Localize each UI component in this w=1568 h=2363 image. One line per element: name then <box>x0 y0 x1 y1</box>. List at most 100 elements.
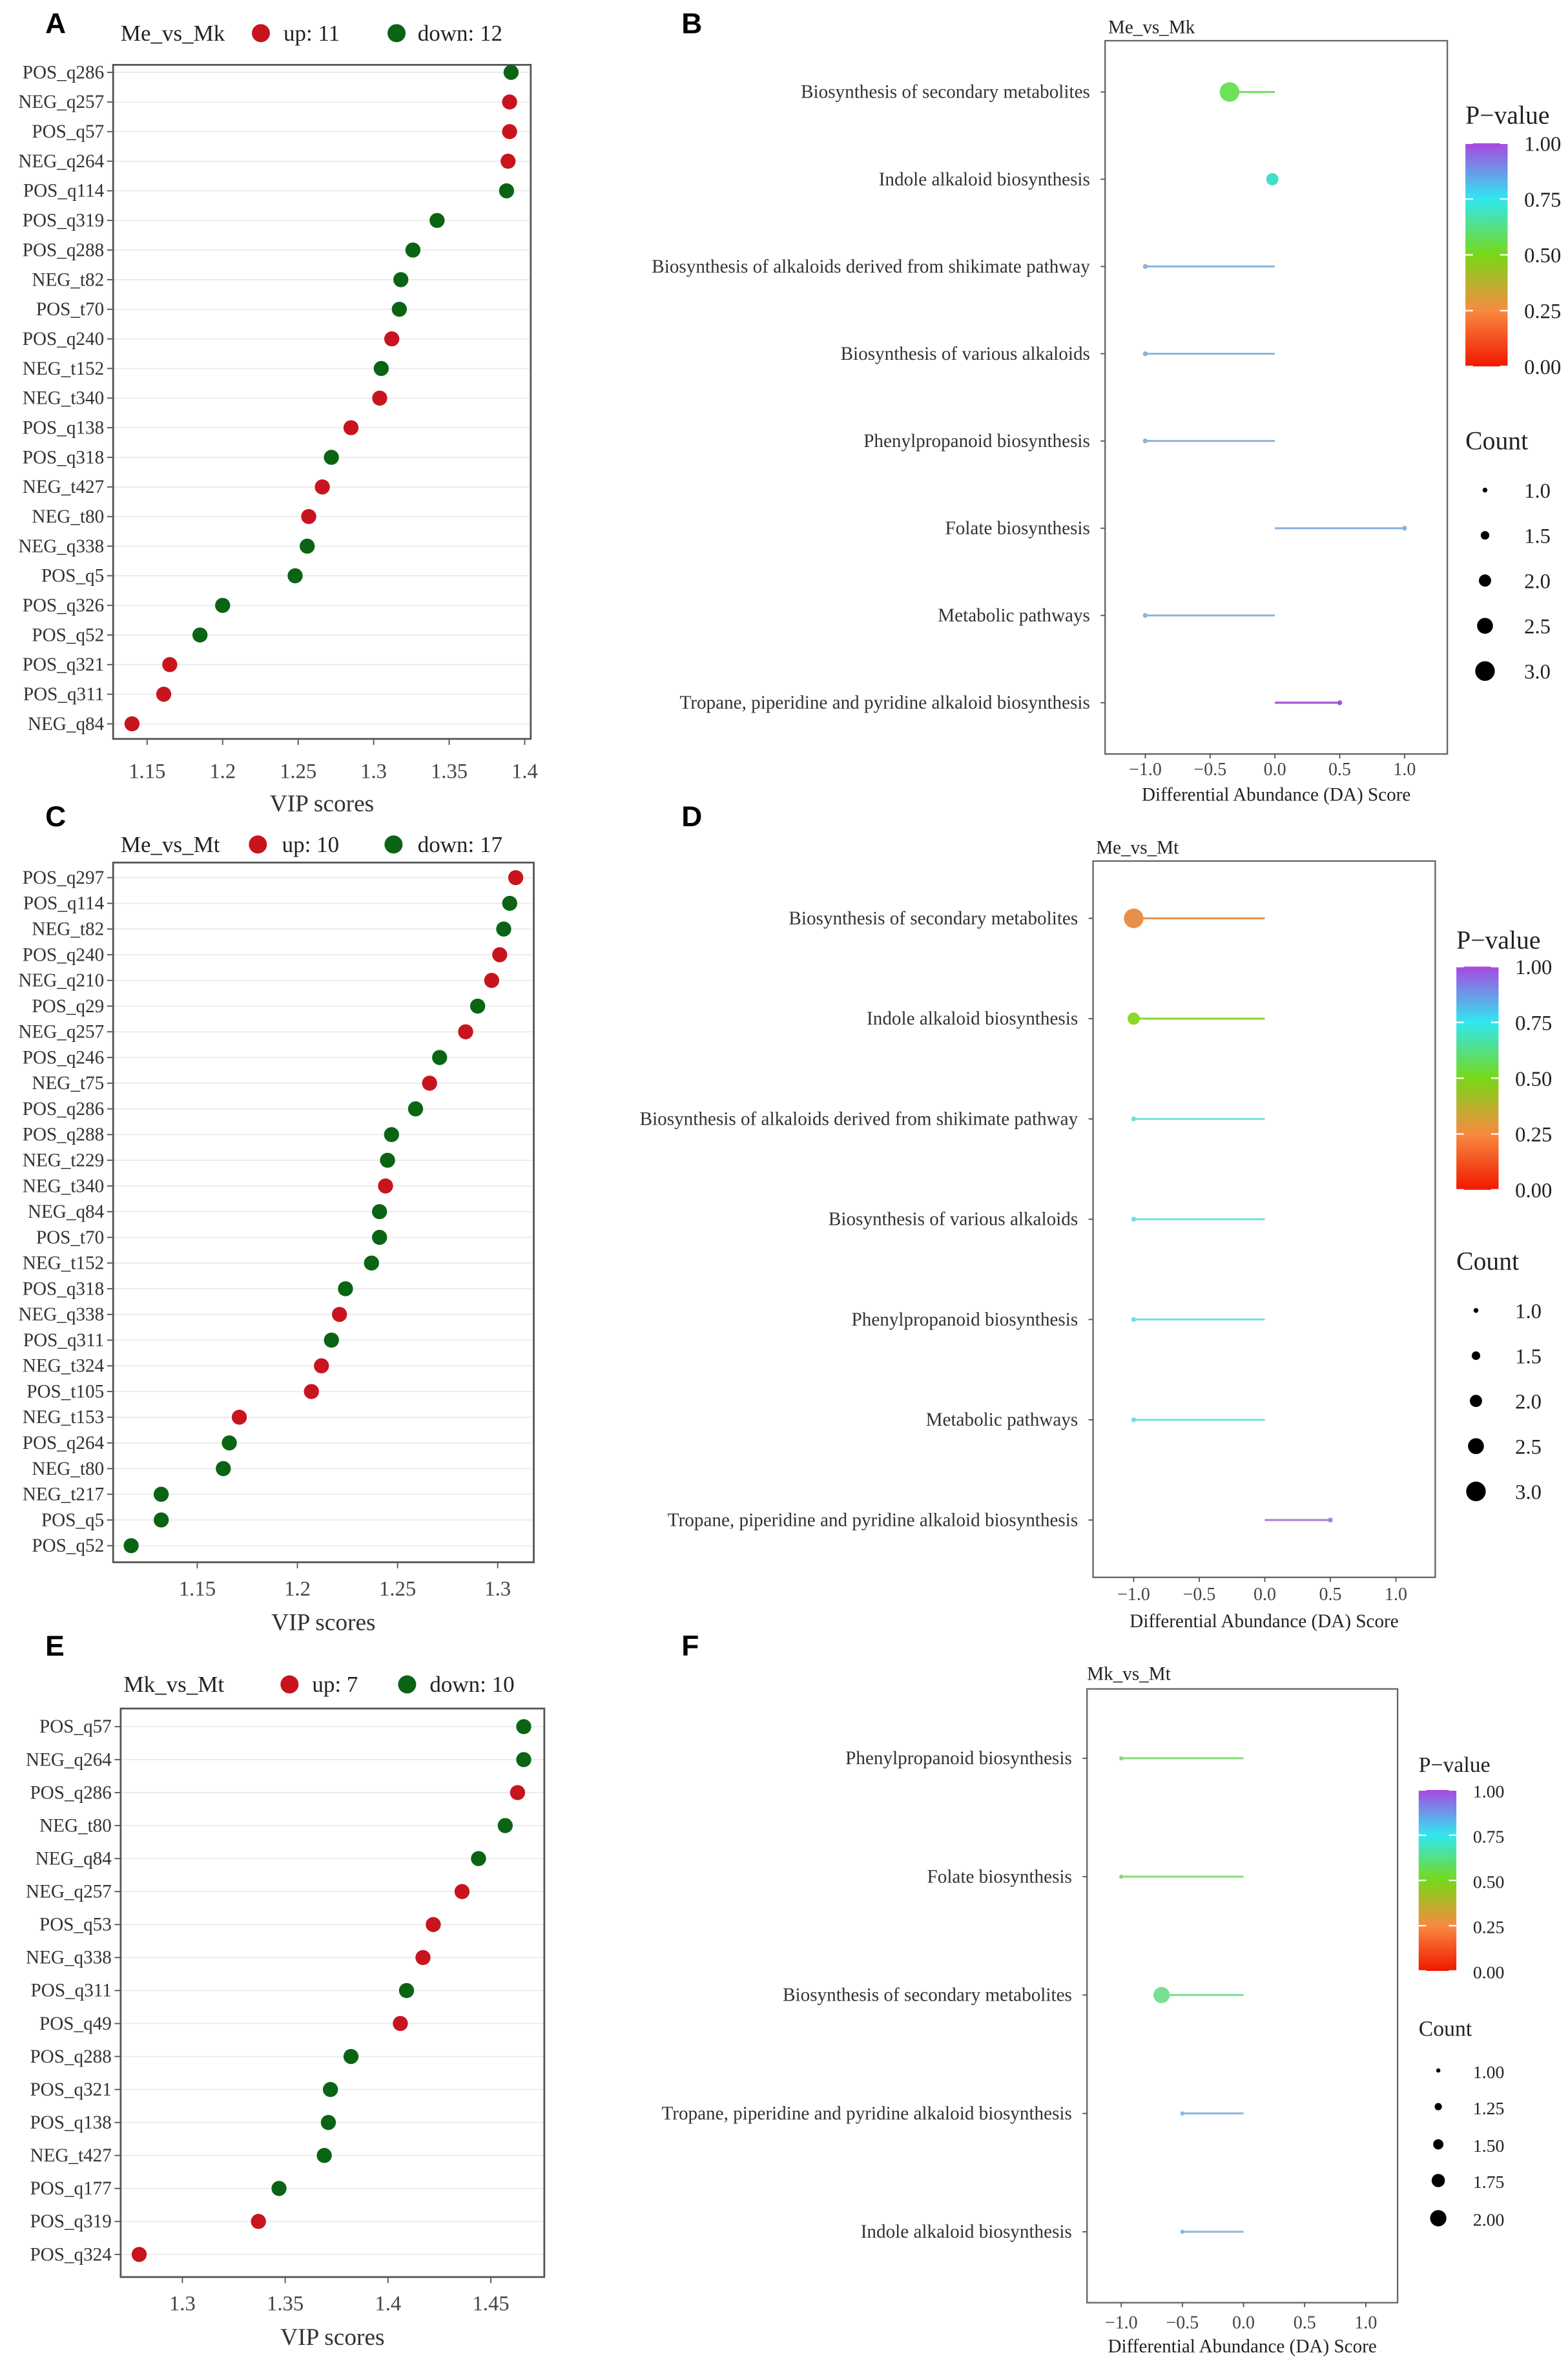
y-tick-label: POS_q311 <box>23 1330 104 1351</box>
colorbar-label: 0.50 <box>1524 244 1561 267</box>
y-tick-label: POS_q52 <box>32 1535 104 1556</box>
y-tick-label: NEG_t80 <box>32 506 104 527</box>
x-tick-label: 0.5 <box>1294 2313 1316 2333</box>
panel-b: B Me_vs_Mk Biosynthesis of secondary metab… <box>652 8 1561 805</box>
point-NEG_t80 <box>301 508 316 525</box>
legend-down-label: down: 12 <box>418 21 502 46</box>
colorbar-label: 0.50 <box>1515 1068 1552 1091</box>
y-tick-label: POS_q52 <box>32 625 104 645</box>
y-tick-label: POS_q321 <box>30 2079 111 2100</box>
legend-down-marker <box>387 24 406 43</box>
panel-letter: A <box>45 8 66 39</box>
point-NEG_t152 <box>364 1255 379 1271</box>
lollipop-point <box>1119 1756 1124 1761</box>
point-NEG_t82 <box>496 921 511 937</box>
plot-title: Me_vs_Mt <box>1096 837 1179 858</box>
y-tick-label: NEG_t340 <box>23 388 104 409</box>
point-POS_q324 <box>131 2247 147 2262</box>
legend-up-label: up: 11 <box>284 21 340 46</box>
x-axis-label: VIP scores <box>280 2324 384 2351</box>
y-tick-label: Indole alkaloid biosynthesis <box>879 169 1090 190</box>
y-tick-label: Biosynthesis of various alkaloids <box>841 344 1090 364</box>
x-tick-label: 0.0 <box>1253 1585 1276 1605</box>
colorbar-label: 0.25 <box>1515 1123 1552 1147</box>
point-POS_q311 <box>398 1983 415 1999</box>
colorbar-label: 0.25 <box>1524 300 1561 324</box>
count-legend-title: Count <box>1465 427 1528 455</box>
y-tick-label: NEG_q257 <box>26 1882 112 1902</box>
y-tick-label: NEG_t82 <box>32 919 104 940</box>
colorbar-label: 0.00 <box>1473 1963 1505 1983</box>
colorbar-label: 0.75 <box>1473 1827 1505 1848</box>
point-NEG_t80 <box>497 1818 513 1833</box>
x-tick-label: 1.4 <box>511 760 538 784</box>
x-tick-label: 0.5 <box>1328 760 1351 780</box>
point-POS_q246 <box>432 1050 448 1065</box>
point-POS_q319 <box>429 213 445 228</box>
point-POS_q138 <box>320 2114 336 2130</box>
colorbar-label: 0.00 <box>1524 356 1561 379</box>
x-tick-label: 1.25 <box>379 1577 416 1601</box>
y-tick-label: POS_q114 <box>23 893 105 914</box>
y-tick-label: POS_t70 <box>36 299 104 320</box>
lollipop-point <box>1219 82 1240 102</box>
lollipop-point <box>1337 700 1343 705</box>
x-tick-label: 0.5 <box>1319 1585 1342 1605</box>
panel-letter: E <box>45 1630 65 1662</box>
x-tick-label: 1.45 <box>472 2292 509 2315</box>
point-NEG_t217 <box>153 1486 169 1502</box>
y-tick-label: NEG_t324 <box>23 1356 105 1377</box>
y-tick-label: NEG_t427 <box>23 477 104 497</box>
x-tick-label: 1.2 <box>284 1577 311 1601</box>
y-tick-label: Indole alkaloid biosynthesis <box>861 2222 1072 2242</box>
count-legend-dot <box>1431 2174 1445 2187</box>
point-POS_q5 <box>153 1512 169 1528</box>
plot-frame <box>1104 39 1449 755</box>
y-tick-label: Tropane, piperidine and pyridine alkaloi… <box>679 692 1089 713</box>
count-legend-label: 1.75 <box>1473 2172 1505 2192</box>
point-POS_q311 <box>156 686 172 702</box>
point-POS_q5 <box>287 568 303 583</box>
y-tick-label: NEG_t80 <box>39 1815 112 1836</box>
legend: P−value 1.00 0.75 0.50 0.25 0.00 Count 1.00 1.25… <box>1418 1753 1505 2231</box>
x-tick-label: 1.15 <box>129 760 165 784</box>
y-tick-label: POS_q5 <box>41 1510 104 1530</box>
panel-d: D Me_vs_Mt Biosynthesis of secondary metab… <box>640 801 1553 1632</box>
plot-title: Me_vs_Mk <box>1108 17 1195 37</box>
point-POS_q318 <box>338 1281 353 1296</box>
y-tick-label: NEG_t75 <box>32 1073 104 1094</box>
y-tick-label: NEG_q264 <box>18 151 104 172</box>
count-legend-dot <box>1482 487 1488 493</box>
y-tick-label: POS_q114 <box>23 181 105 202</box>
x-tick-label: 1.3 <box>360 760 387 784</box>
point-POS_q286 <box>407 1101 424 1117</box>
point-NEG_q264 <box>500 153 516 169</box>
point-POS_q138 <box>343 420 359 435</box>
point-NEG_q257 <box>458 1024 473 1039</box>
y-tick-label: POS_q318 <box>23 1278 104 1299</box>
legend-down-marker <box>384 835 403 854</box>
colorbar-label: 0.25 <box>1473 1918 1505 1938</box>
lollipop-point <box>1128 1012 1140 1025</box>
legend-up-marker <box>251 24 270 43</box>
lollipop-point <box>1124 908 1144 928</box>
y-tick-label: Metabolic pathways <box>926 1410 1078 1430</box>
panel-letter: D <box>681 801 702 833</box>
point-POS_q114 <box>502 895 517 911</box>
y-tick-label: POS_q311 <box>23 684 104 705</box>
y-tick-label: POS_q324 <box>30 2244 112 2265</box>
y-tick-label: NEG_q84 <box>36 1848 112 1869</box>
x-tick-label: 1.35 <box>431 760 468 784</box>
x-tick-label: −0.5 <box>1193 760 1226 780</box>
legend-down-label: down: 17 <box>418 832 502 857</box>
y-tick-label: NEG_q338 <box>18 536 104 557</box>
lollipop-point <box>1142 264 1148 269</box>
y-tick-label: Tropane, piperidine and pyridine alkaloi… <box>661 2103 1071 2124</box>
colorbar-label: 1.00 <box>1473 1782 1505 1802</box>
x-tick-label: −1.0 <box>1117 1585 1150 1605</box>
count-legend-label: 3.0 <box>1515 1481 1542 1504</box>
count-legend-label: 2.00 <box>1473 2211 1505 2231</box>
point-POS_q321 <box>162 657 178 672</box>
point-NEG_t229 <box>380 1152 395 1168</box>
